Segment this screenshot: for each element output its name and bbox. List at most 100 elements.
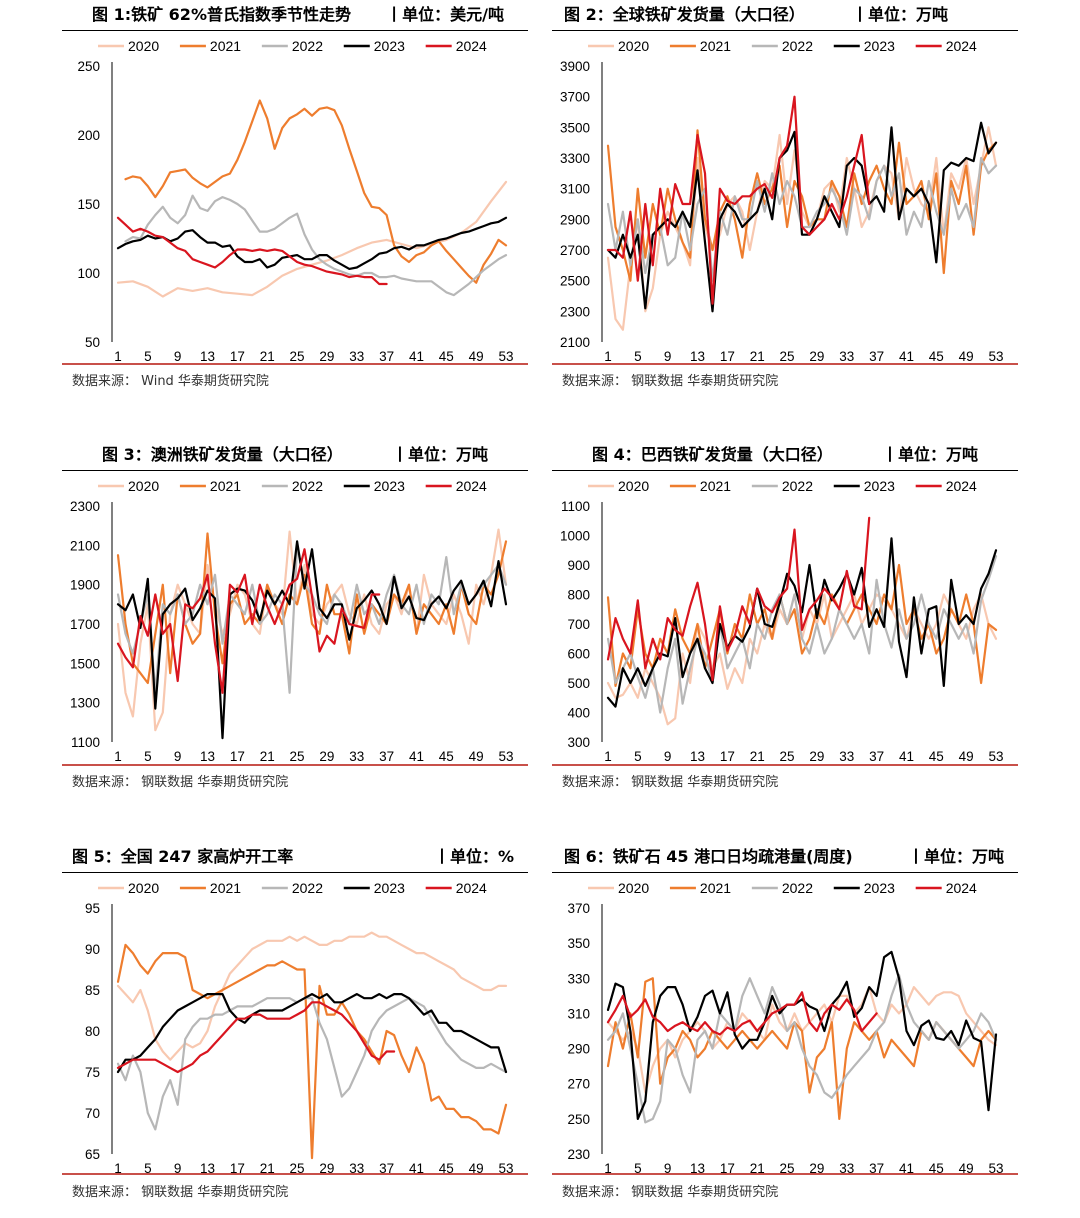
x-tick-label: 13 [690,749,705,764]
y-tick-label: 3500 [560,120,590,135]
x-tick-label: 21 [260,1161,275,1176]
series-line-2024 [606,95,871,305]
x-tick-label: 45 [439,1161,454,1176]
chart-panel-4: 图 4：巴西铁矿发货量（大口径） 丨单位：万吨 2020 2021 2022 2023… [552,440,1018,800]
x-tick-label: 17 [720,1161,735,1176]
chart-panel-6: 图 6：铁矿石 45 港口日均疏港量(周度) 丨单位：万吨 2020 2021 20… [552,842,1018,1212]
chart-title-text: 图 2：全球铁矿发货量（大口径） [564,5,805,24]
x-tick-label: 37 [869,1161,884,1176]
legend-label: 2022 [292,880,323,896]
source-rule [62,1173,528,1175]
x-tick-label: 41 [899,349,914,364]
legend-item-2024: 2024 [915,478,977,494]
x-tick-label: 5 [634,1161,642,1176]
series-line-2021 [606,129,998,282]
legend-label: 2023 [864,38,895,54]
y-tick-label: 3700 [560,90,590,105]
chart-title-text: 图 1:铁矿 62%普氏指数季节性走势 [92,5,351,24]
chart-unit: 丨单位：万吨 [907,847,1004,866]
source-note: 数据来源： 钢联数据 华泰期货研究院 [562,775,779,790]
x-tick-label: 25 [290,1161,305,1176]
x-tick-label: 53 [988,749,1003,764]
y-tick-label: 500 [567,676,590,691]
series-line-2024 [606,516,871,682]
x-tick-label: 33 [349,749,364,764]
y-tick-label: 330 [567,971,590,986]
y-tick-label: 50 [85,335,100,350]
x-tick-label: 13 [200,349,215,364]
x-tick-label: 49 [959,749,974,764]
series-line-2021 [116,943,508,1160]
legend-item-2024: 2024 [425,880,487,896]
legend-item-2022: 2022 [261,478,323,494]
legend-item-2023: 2023 [343,38,405,54]
x-tick-label: 37 [379,1161,394,1176]
series-line-2024 [116,216,388,286]
x-tick-label: 21 [750,349,765,364]
y-tick-label: 80 [85,1024,100,1039]
source-note: 数据来源： 钢联数据 华泰期货研究院 [562,374,779,389]
x-tick-label: 21 [750,1161,765,1176]
x-tick-label: 45 [439,349,454,364]
y-tick-label: 70 [85,1106,100,1121]
x-tick-label: 17 [230,349,245,364]
legend-label: 2020 [128,38,159,54]
y-tick-label: 95 [85,901,100,916]
legend-item-2022: 2022 [261,880,323,896]
legend-item-2023: 2023 [343,478,405,494]
legend-label: 2022 [782,38,813,54]
y-tick-label: 350 [567,936,590,951]
source-rule [552,1173,1018,1175]
source-note: 数据来源： 钢联数据 华泰期货研究院 [72,1185,289,1200]
x-tick-label: 25 [780,749,795,764]
y-tick-label: 2100 [560,335,590,350]
legend-label: 2023 [864,478,895,494]
legend-label: 2020 [618,38,649,54]
line-chart: 2020 2021 2022 2023 2024 1100 1300 1500 1700 1900… [62,474,528,764]
x-tick-label: 53 [988,349,1003,364]
y-tick-label: 2300 [560,304,590,319]
line-chart: 2020 2021 2022 2023 2024 230 250 270 290 310 330 35… [552,876,1018,1176]
x-tick-label: 53 [498,1161,513,1176]
x-tick-label: 41 [409,749,424,764]
x-tick-label: 37 [379,749,394,764]
x-tick-label: 25 [780,1161,795,1176]
legend-label: 2021 [700,38,731,54]
y-tick-label: 90 [85,942,100,957]
y-tick-label: 1000 [560,529,590,544]
x-tick-label: 29 [319,749,334,764]
x-tick-label: 33 [839,749,854,764]
legend-label: 2021 [210,38,241,54]
x-tick-label: 37 [379,349,394,364]
x-tick-label: 13 [690,349,705,364]
legend-label: 2020 [618,478,649,494]
x-tick-label: 53 [498,349,513,364]
chart-title-text: 图 6：铁矿石 45 港口日均疏港量(周度) [564,847,853,866]
source-note: 数据来源： 钢联数据 华泰期货研究院 [562,1185,779,1200]
x-tick-label: 17 [230,749,245,764]
legend-label: 2022 [292,478,323,494]
x-tick-label: 21 [260,749,275,764]
legend-item-2024: 2024 [425,478,487,494]
chart-panel-1: 图 1:铁矿 62%普氏指数季节性走势 丨单位：美元/吨 2020 2021 202… [62,0,528,400]
y-tick-label: 3900 [560,59,590,74]
legend-label: 2021 [210,478,241,494]
legend-label: 2021 [700,880,731,896]
y-tick-label: 300 [567,735,590,750]
source-note: 数据来源： 钢联数据 华泰期货研究院 [72,775,289,790]
legend-label: 2024 [456,880,487,896]
x-tick-label: 41 [899,749,914,764]
x-tick-label: 5 [144,1161,152,1176]
chart-title: 图 1:铁矿 62%普氏指数季节性走势 丨单位：美元/吨 [62,0,528,31]
chart-title: 图 5：全国 247 家高炉开工率 丨单位：% [62,842,528,873]
x-tick-label: 13 [200,749,215,764]
x-tick-label: 29 [809,749,824,764]
series-line-2023 [116,216,508,270]
x-tick-label: 9 [664,1161,672,1176]
legend-item-2020: 2020 [98,478,159,494]
y-tick-label: 200 [77,128,100,143]
line-chart: 2020 2021 2022 2023 2024 2100 2300 2500 2700 2900… [552,34,1018,364]
y-tick-label: 2700 [560,243,590,258]
y-tick-label: 800 [567,588,590,603]
legend-label: 2024 [456,478,487,494]
